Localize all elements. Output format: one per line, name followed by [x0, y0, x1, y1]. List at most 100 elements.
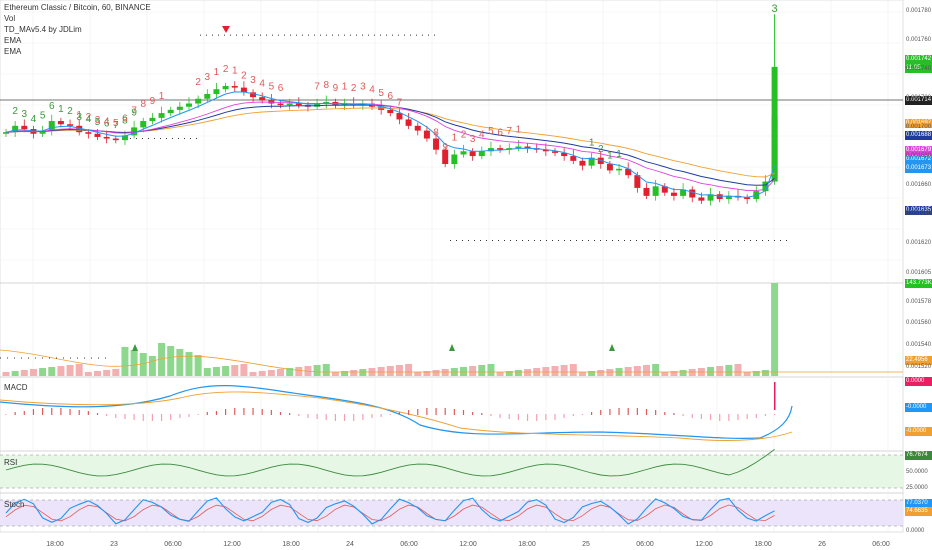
candle-body	[222, 86, 229, 90]
candle-body	[405, 119, 412, 126]
candle-body	[451, 154, 458, 165]
macd-hist	[362, 414, 364, 420]
macd-hist	[664, 412, 666, 415]
macd-hist	[627, 408, 629, 415]
volume-bar	[121, 347, 129, 376]
time-axis-tick: 18:00	[518, 541, 536, 548]
td-count-down: 3	[205, 72, 211, 83]
volume-bar	[2, 372, 10, 376]
price-tag: 0.001742	[905, 55, 932, 64]
candle-body	[167, 109, 174, 114]
price-axis-tick: 0.001700	[906, 124, 932, 130]
volume-bar	[359, 369, 367, 376]
price-tag: 11:05	[905, 64, 932, 73]
macd-hist	[508, 414, 510, 419]
candle-body	[121, 135, 128, 141]
candle-body	[195, 98, 202, 104]
volume-bar	[569, 364, 577, 376]
candle-body	[762, 181, 769, 192]
td-count-down: 1	[342, 82, 348, 93]
candle-body	[524, 146, 531, 149]
price-axis-tick: 0.001760	[906, 37, 932, 43]
volume-bar	[460, 367, 467, 376]
td-count-down: 6	[388, 91, 394, 102]
candle-body	[542, 149, 549, 152]
volume-bar	[441, 369, 449, 376]
volume-bar	[633, 366, 641, 376]
volume-bar	[652, 364, 660, 376]
macd-hist	[115, 414, 117, 418]
spike-body	[771, 66, 778, 182]
price-tag: -0.0000	[905, 403, 932, 412]
macd-hist	[96, 413, 99, 415]
macd-hist	[554, 414, 556, 420]
legend-tdma: TD_MAv5.4 by JDLim	[4, 25, 82, 34]
macd-hist	[389, 414, 391, 415]
candle-body	[423, 130, 430, 139]
macd-hist	[435, 408, 437, 415]
candle-body	[204, 93, 211, 99]
macd-hist	[600, 410, 602, 415]
macd-hist	[325, 414, 327, 420]
sub-axis-tick: 0.0000	[906, 528, 925, 534]
volume-bar	[542, 367, 550, 376]
macd-hist	[316, 414, 318, 419]
macd-hist	[481, 413, 483, 415]
macd-hist	[42, 408, 44, 415]
td-count-down: 2	[461, 129, 467, 140]
macd-hist	[408, 410, 410, 415]
macd-hist	[536, 414, 538, 421]
price-axis-tick: 0.001720	[906, 95, 932, 101]
volume-bar	[331, 372, 339, 376]
macd-hist	[225, 409, 227, 415]
macd-hist	[746, 414, 748, 419]
candle-body	[149, 117, 156, 122]
volume-bar	[743, 372, 751, 376]
price-tag: 74.6635	[905, 507, 932, 516]
volume-bar	[112, 369, 120, 376]
candle-body	[295, 103, 302, 106]
candle-body	[414, 125, 421, 131]
td-count-down: 3	[250, 75, 256, 86]
candle-body	[469, 151, 476, 157]
time-axis-tick: 18:00	[282, 541, 300, 548]
time-axis-tick: 06:00	[400, 541, 418, 548]
td-count-down: 3	[470, 134, 476, 145]
volume-bar	[560, 365, 568, 376]
price-axis-tick: 0.001605	[906, 270, 932, 276]
macd-label: MACD	[4, 383, 28, 392]
volume-bar	[761, 370, 769, 376]
macd-hist	[719, 414, 721, 421]
legend-vol: Vol	[4, 14, 16, 23]
stoch-label: Stoch	[4, 500, 25, 509]
ema-blue-line	[5, 91, 776, 198]
volume-bar	[11, 371, 19, 376]
macd-hist	[353, 414, 355, 421]
volume-bar	[158, 343, 166, 376]
macd-hist	[737, 414, 739, 420]
volume-bar	[20, 370, 28, 376]
volume-bar	[249, 372, 257, 376]
macd-hist	[545, 414, 547, 420]
macd-hist	[23, 411, 25, 415]
candle-body	[112, 138, 119, 141]
candle-body	[625, 168, 632, 176]
price-axis-tick: 0.001780	[906, 8, 932, 14]
macd-hist	[179, 414, 181, 418]
td-count-down: 2	[241, 70, 247, 81]
sub-axis-tick: 25.0000	[906, 485, 928, 491]
chart-title: Ethereum Classic / Bitcoin, 60, BINANCE	[4, 3, 151, 12]
price-axis-tick: 0.001660	[906, 182, 932, 188]
td-count-down: 8	[140, 99, 146, 110]
price-axis-tick: 0.001540	[906, 342, 932, 348]
volume-bar	[66, 365, 74, 376]
td-count-down: 6	[122, 113, 128, 124]
volume-bar	[222, 366, 230, 376]
macd-hist	[170, 414, 172, 420]
candle-body	[597, 157, 604, 165]
macd-hist	[87, 411, 89, 415]
candle-body	[3, 132, 9, 134]
rsi-band	[0, 455, 903, 488]
macd-hist	[398, 412, 401, 415]
